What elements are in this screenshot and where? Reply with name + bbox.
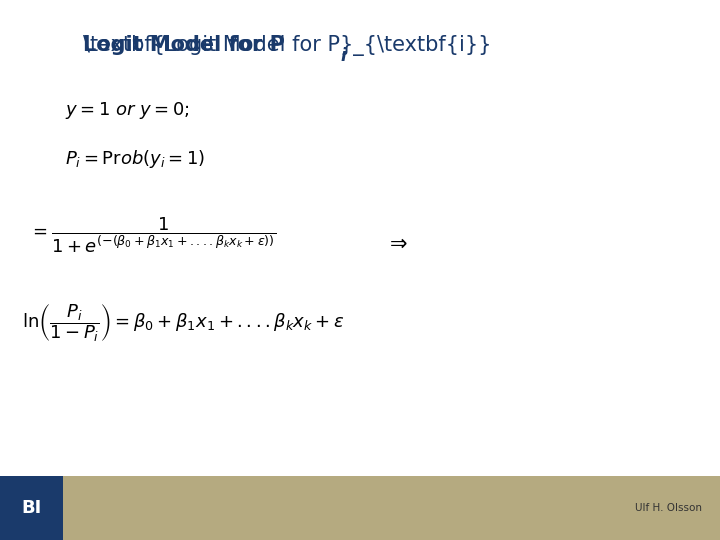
Text: i: i: [341, 47, 346, 65]
Text: $\Rightarrow$: $\Rightarrow$: [385, 233, 408, 253]
Text: $y = 1\ \mathit{or}\ y = 0;$: $y = 1\ \mathit{or}\ y = 0;$: [65, 100, 190, 121]
Text: $= \dfrac{1}{1 + e^{(-(\beta_0 + \beta_1 x_1 + ....\beta_k x_k + \varepsilon))}}: $= \dfrac{1}{1 + e^{(-(\beta_0 + \beta_1…: [29, 216, 276, 255]
Text: \textbf{Logit Model for P}_{\textbf{i}}: \textbf{Logit Model for P}_{\textbf{i}}: [83, 35, 491, 56]
Text: Logit Model for P: Logit Model for P: [83, 35, 284, 55]
Bar: [0, 476, 720, 540]
Text: $\ln\!\left(\dfrac{P_i}{1 - P_i}\right) = \beta_0 + \beta_1 x_1 + ....\beta_k x_: $\ln\!\left(\dfrac{P_i}{1 - P_i}\right) …: [22, 302, 344, 344]
Bar: [0, 476, 63, 540]
Text: Ulf H. Olsson: Ulf H. Olsson: [635, 503, 702, 513]
Text: BI: BI: [22, 499, 42, 517]
Text: $P_i = \mathrm{Pr}ob(y_i = 1)$: $P_i = \mathrm{Pr}ob(y_i = 1)$: [65, 148, 205, 171]
